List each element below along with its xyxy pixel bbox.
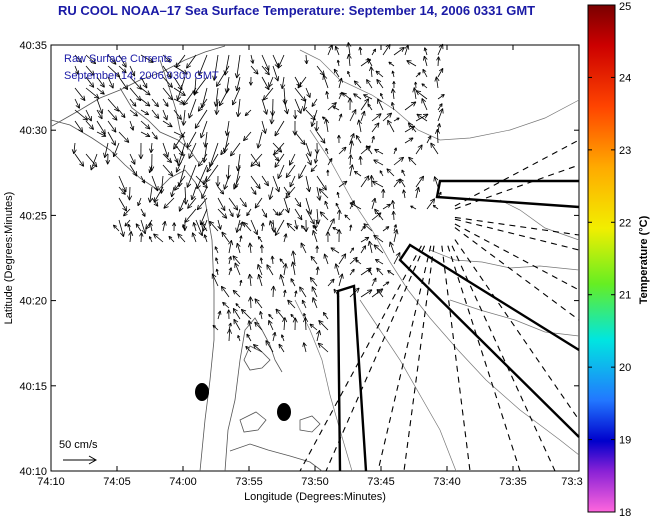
map-subtitle: Raw Surface Currents	[64, 53, 173, 65]
x-tick-label: 74:10	[37, 476, 65, 488]
bathymetry-contours	[294, 49, 580, 472]
y-tick-label: 40:25	[19, 210, 47, 222]
x-tick-label: 73:50	[301, 476, 329, 488]
y-tick-label: 40:15	[19, 381, 47, 393]
x-axis-label: Longitude (Degrees:Minutes)	[244, 491, 386, 503]
zone-outline-east	[435, 179, 580, 209]
colorbar-tick-label: 24	[619, 72, 631, 84]
colorbar-tick-label: 23	[619, 145, 631, 157]
y-tick-label: 40:20	[19, 296, 47, 308]
station-marker	[195, 383, 209, 401]
zone-outline-southeast	[398, 243, 580, 438]
y-axis-label: Latitude (Degrees:Minutes)	[3, 192, 15, 325]
x-axis: 74:10 74:05 74:00 73:55 73:50 73:45 73:40 73:35…	[37, 45, 583, 488]
coastline-layer	[50, 45, 323, 472]
y-tick-label: 40:35	[19, 40, 47, 52]
x-tick-label: 73:40	[433, 476, 461, 488]
colorbar-tick-label: 18	[619, 507, 631, 518]
radial-guide-lines	[299, 139, 580, 472]
scale-label: 50 cm/s	[59, 439, 98, 451]
colorbar-tick-label: 20	[619, 362, 631, 374]
x-tick-label: 73:3	[561, 476, 582, 488]
scale-arrow-head	[88, 455, 98, 465]
figure-title: RU COOL NOAA–17 Sea Surface Temperature:…	[58, 3, 536, 18]
colorbar	[587, 4, 616, 513]
y-tick-label: 40:10	[19, 466, 47, 478]
x-tick-label: 73:55	[235, 476, 263, 488]
x-tick-label: 73:35	[499, 476, 527, 488]
map-subtitle: September 14, 2006 0300 GMT	[64, 70, 219, 82]
x-tick-label: 74:05	[103, 476, 131, 488]
colorbar-tick-label: 21	[619, 290, 631, 302]
current-vectors	[71, 42, 445, 353]
colorbar-ticks: 25 24 23 22 21 20 19 18	[588, 1, 631, 518]
y-tick-label: 40:30	[19, 125, 47, 137]
x-tick-label: 74:00	[169, 476, 197, 488]
x-tick-label: 73:45	[367, 476, 395, 488]
colorbar-tick-label: 25	[619, 1, 631, 13]
colorbar-title: Temperature (°C)	[638, 215, 650, 304]
colorbar-tick-label: 19	[619, 435, 631, 447]
y-axis: 40:35 40:30 40:25 40:20 40:15 40:10	[19, 40, 579, 478]
station-marker	[277, 403, 291, 421]
zone-outline-south	[336, 284, 368, 472]
colorbar-tick-label: 22	[619, 217, 631, 229]
